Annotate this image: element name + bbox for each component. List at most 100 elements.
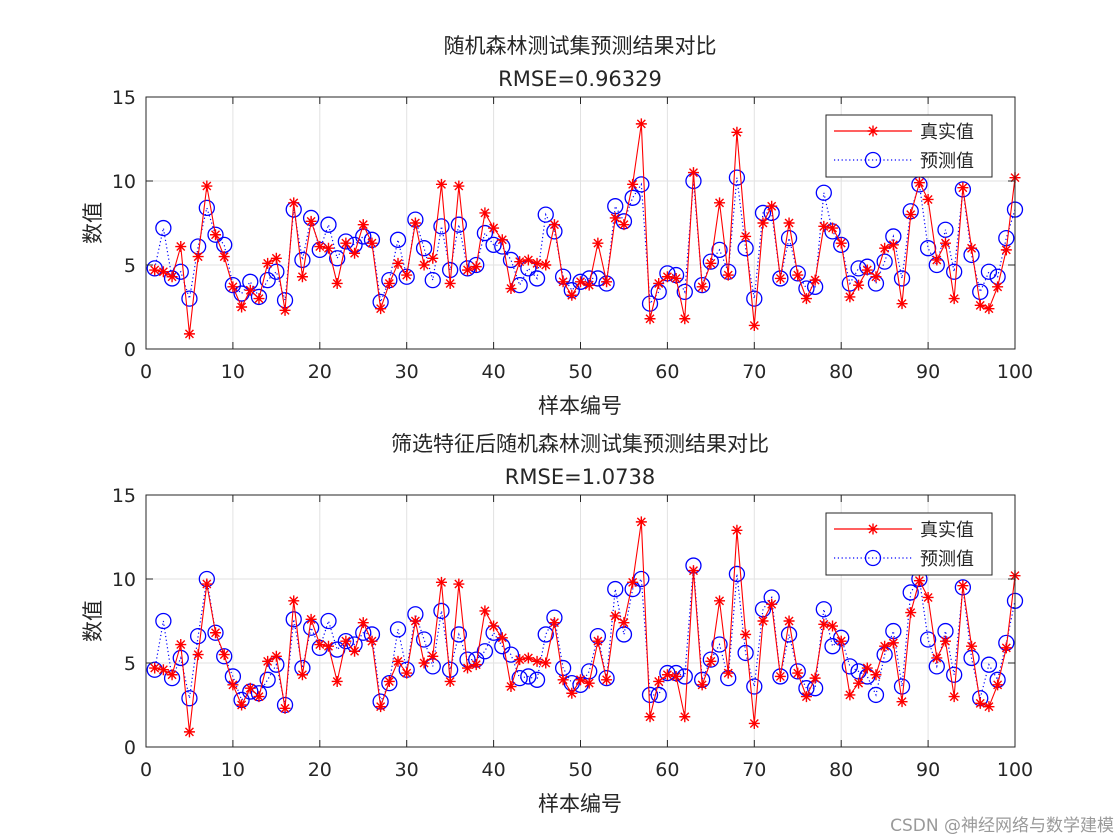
true-value-point <box>270 650 282 662</box>
true-value-point <box>766 200 778 212</box>
true-value-point <box>601 674 613 686</box>
true-value-point <box>853 279 865 291</box>
true-value-point <box>966 242 978 254</box>
true-value-point <box>592 635 604 647</box>
true-value-point <box>288 197 300 209</box>
predicted-value-point <box>746 678 763 695</box>
true-value-point <box>853 677 865 689</box>
predicted-value-point <box>415 240 433 257</box>
true-value-point <box>496 234 508 246</box>
x-tick-label: 0 <box>140 361 152 383</box>
predicted-value-point <box>476 643 494 660</box>
chart-title: 筛选特征后随机森林测试集预测结果对比 <box>391 432 769 456</box>
true-value-point <box>913 177 925 189</box>
predicted-value-point <box>833 236 850 253</box>
predicted-value-point <box>250 288 268 306</box>
predicted-value-point <box>189 627 207 645</box>
true-value-point <box>1000 244 1012 256</box>
predicted-value-point <box>207 624 224 641</box>
true-value-point <box>401 269 413 281</box>
predicted-value-point <box>163 270 181 287</box>
true-value-point <box>218 251 230 263</box>
top-chart: 随机森林测试集预测结果对比 RMSE=0.96329 样本编号 数值 0 10 20… <box>81 34 1033 418</box>
true-value-point <box>905 607 917 619</box>
x-tick-label: 30 <box>395 361 419 383</box>
predicted-value-point <box>268 263 285 280</box>
markers-true <box>149 118 1021 340</box>
true-value-point <box>931 652 943 664</box>
true-value-point <box>375 701 387 713</box>
true-value-point <box>444 277 456 289</box>
true-value-point <box>948 293 960 305</box>
true-value-point <box>540 657 552 669</box>
y-tick-label: 15 <box>112 485 136 507</box>
predicted-value-point <box>537 206 554 223</box>
predicted-value-point <box>780 229 798 247</box>
true-value-point <box>340 237 352 249</box>
predicted-value-point <box>502 646 520 663</box>
true-value-point <box>687 167 699 179</box>
predicted-value-point <box>641 686 659 704</box>
true-value-point <box>357 617 369 629</box>
true-value-point <box>653 277 665 289</box>
true-value-point <box>435 576 447 588</box>
predicted-value-point <box>746 290 763 307</box>
x-tick-label: 30 <box>395 759 419 781</box>
legend-label: 预测值 <box>920 549 974 570</box>
true-value-point <box>331 277 343 289</box>
true-value-point <box>618 219 630 231</box>
true-value-point <box>427 650 439 662</box>
y-tick-label: 15 <box>112 87 136 109</box>
true-value-point <box>757 217 769 229</box>
true-value-point <box>800 691 812 703</box>
true-value-point <box>774 272 786 284</box>
true-value-point <box>931 254 943 266</box>
true-value-point <box>192 649 204 661</box>
predicted-value-point <box>389 231 407 248</box>
true-value-point <box>236 301 248 313</box>
predicted-value-point <box>841 658 859 675</box>
true-value-point <box>870 271 882 283</box>
true-value-point <box>653 675 665 687</box>
true-value-point <box>722 269 734 281</box>
true-value-point <box>201 578 213 590</box>
y-axis-label: 数值 <box>81 202 105 244</box>
true-value-point <box>566 687 578 699</box>
true-value-point <box>661 271 673 283</box>
x-tick-label: 90 <box>916 361 940 383</box>
true-value-point <box>418 259 430 271</box>
true-value-point <box>244 284 256 296</box>
true-value-point <box>783 217 795 229</box>
true-value-point <box>479 605 491 617</box>
x-tick-label: 60 <box>655 759 679 781</box>
predicted-value-point <box>876 253 893 270</box>
true-value-point <box>505 283 517 295</box>
true-value-point <box>548 219 560 231</box>
predicted-value-point <box>146 260 163 277</box>
true-value-point <box>609 212 621 224</box>
true-value-point <box>557 674 569 686</box>
predicted-value-point <box>450 216 467 233</box>
true-value-point <box>488 222 500 234</box>
true-value-point <box>687 565 699 577</box>
predicted-value-point <box>946 666 963 683</box>
true-value-point <box>496 632 508 644</box>
true-value-point <box>392 257 404 269</box>
y-tick-label: 0 <box>124 339 136 361</box>
true-value-point <box>270 252 282 264</box>
true-value-point <box>514 654 526 666</box>
predicted-value-point <box>980 656 998 673</box>
true-value-point <box>679 313 691 325</box>
true-value-point <box>262 257 274 269</box>
predicted-value-point <box>433 602 450 620</box>
true-value-point <box>514 256 526 268</box>
predicted-value-point <box>867 686 885 704</box>
true-value-point <box>462 264 474 276</box>
true-value-point <box>183 726 195 738</box>
predicted-value-point <box>972 283 989 301</box>
true-value-point <box>183 328 195 340</box>
true-value-point <box>661 669 673 681</box>
true-value-point <box>827 620 839 632</box>
true-value-point <box>757 615 769 627</box>
y-tick-label: 10 <box>112 569 136 591</box>
